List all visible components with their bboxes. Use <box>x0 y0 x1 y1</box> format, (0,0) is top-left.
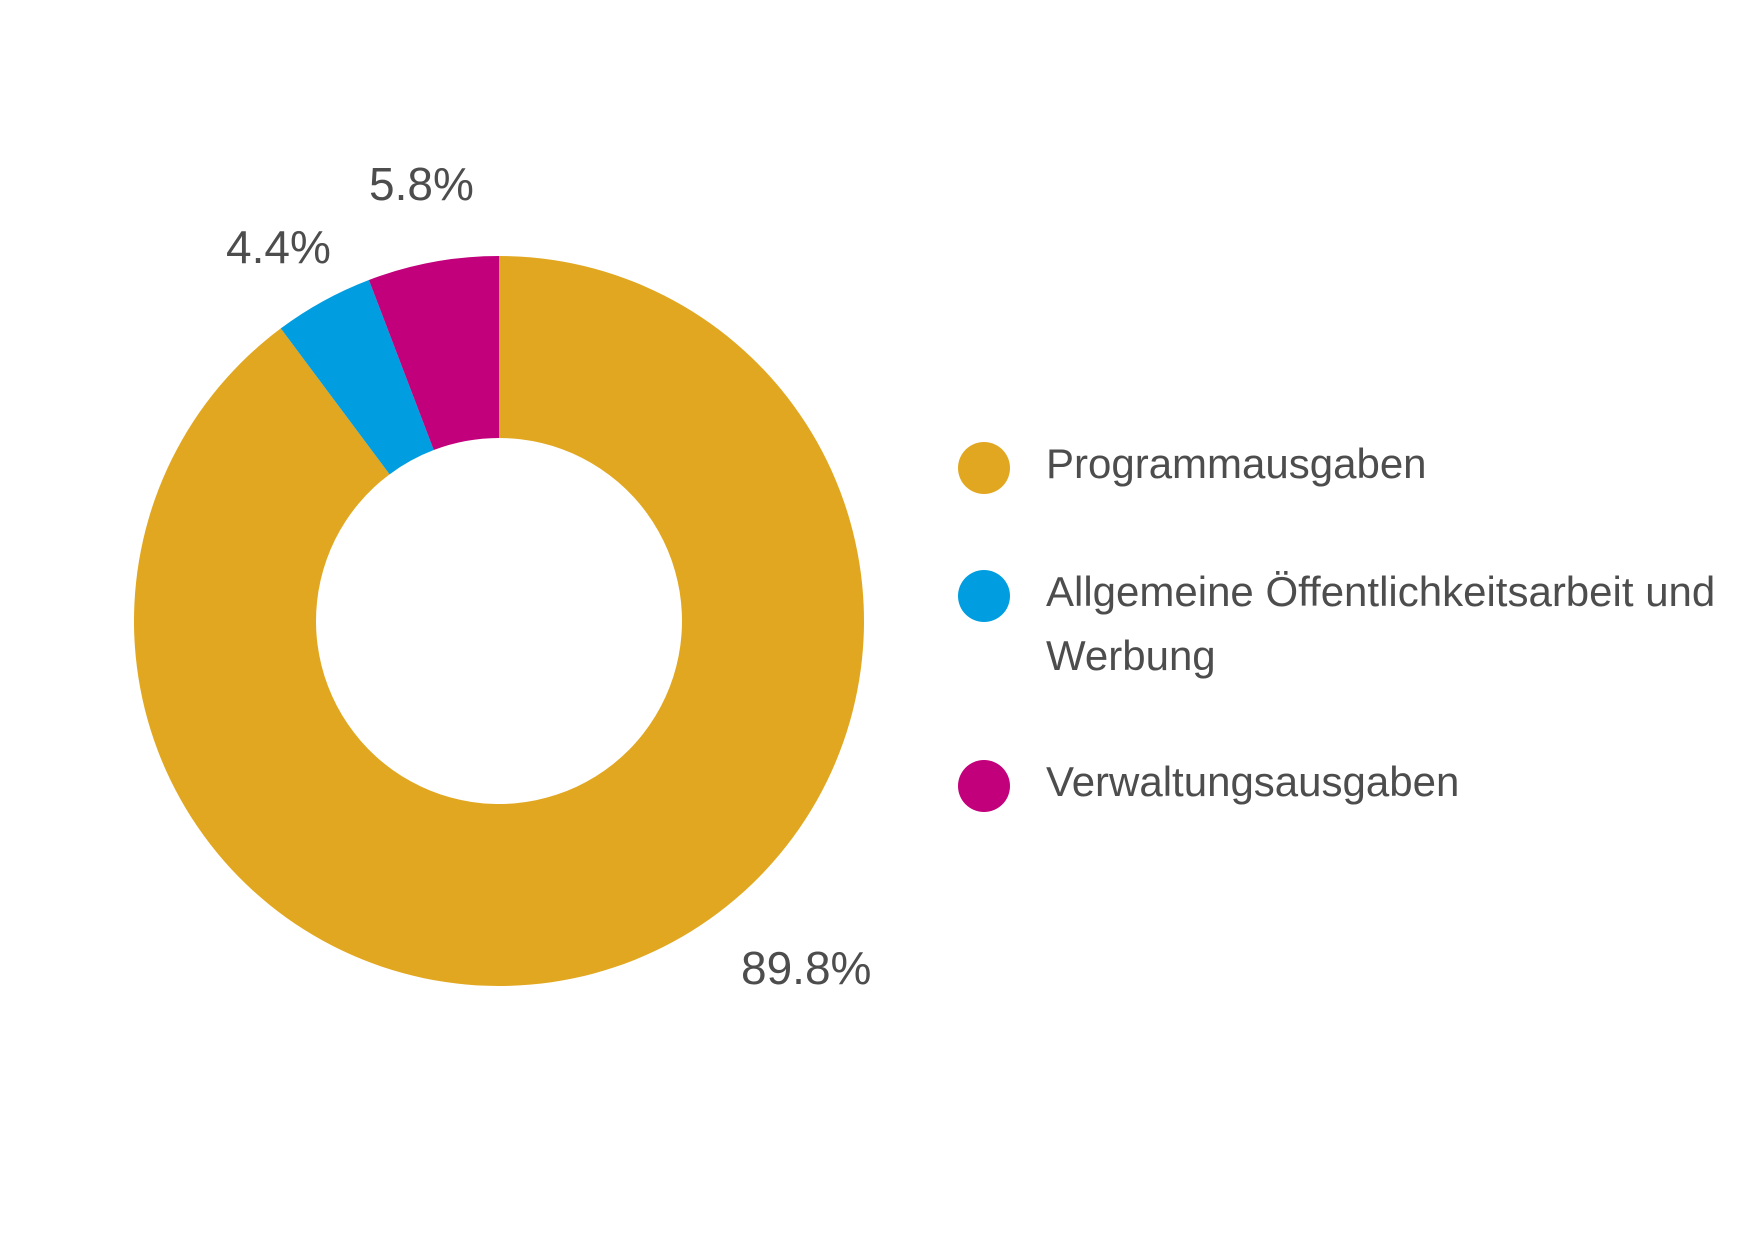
legend-label-oeffentlichkeitsarbeit: Allgemeine Öffentlichkeitsarbeit und Wer… <box>1046 568 1716 679</box>
legend-label-verwaltungsausgaben: Verwaltungsausgaben <box>1046 758 1460 805</box>
legend-swatch-verwaltungsausgaben <box>958 760 1010 812</box>
legend-label-programmausgaben: Programmausgaben <box>1046 440 1427 487</box>
slice-oeffentlichkeitsarbeit <box>280 279 434 475</box>
value-labels-group: 89.8% 4.4% 5.8% <box>226 158 871 994</box>
legend-swatch-oeffentlichkeitsarbeit <box>958 570 1010 622</box>
legend-item-verwaltungsausgaben: Verwaltungsausgaben <box>958 750 1718 814</box>
slice-verwaltungsausgaben <box>368 256 499 451</box>
legend-item-oeffentlichkeitsarbeit: Allgemeine Öffentlichkeitsarbeit und Wer… <box>958 560 1718 688</box>
legend-swatch-programmausgaben <box>958 442 1010 494</box>
value-label-oeffentlichkeitsarbeit: 4.4% <box>226 221 331 273</box>
slices-group <box>133 256 864 986</box>
legend: Programmausgaben Allgemeine Öffentlichke… <box>958 432 1718 814</box>
legend-item-programmausgaben: Programmausgaben <box>958 432 1718 496</box>
slice-programmausgaben <box>133 256 864 986</box>
value-label-programmausgaben: 89.8% <box>741 942 871 994</box>
value-label-verwaltungsausgaben: 5.8% <box>369 158 474 210</box>
